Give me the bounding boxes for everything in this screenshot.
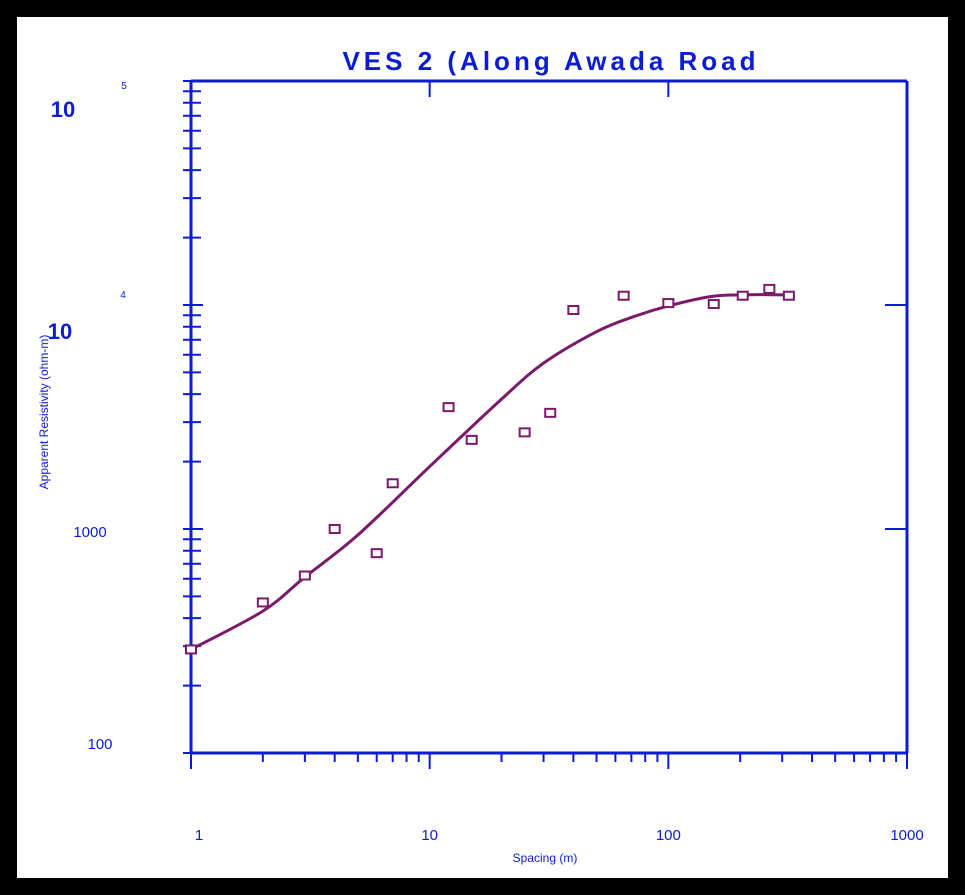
y-tick-label: 1000 xyxy=(73,524,106,541)
y-tick-label: 4 xyxy=(120,290,126,301)
data-point xyxy=(386,478,399,489)
data-point xyxy=(370,548,383,559)
data-point xyxy=(763,283,776,294)
data-point xyxy=(185,644,197,655)
data-point xyxy=(617,290,630,301)
y-tick-label: 10 xyxy=(48,319,72,344)
data-point xyxy=(707,299,720,310)
data-point xyxy=(567,304,580,315)
chart-title: VES 2 (Along Awada Road xyxy=(342,46,759,76)
x-tick-label: 1000 xyxy=(890,827,923,844)
model-curve xyxy=(190,293,790,651)
y-tick-label: 100 xyxy=(87,736,112,753)
x-axis-label: Spacing (m) xyxy=(513,851,578,865)
chart-panel xyxy=(14,14,951,881)
data-point xyxy=(544,407,557,418)
data-point xyxy=(518,427,531,438)
x-tick-label: 1 xyxy=(195,827,203,844)
data-point xyxy=(298,570,311,581)
y-tick-label: 5 xyxy=(121,81,127,92)
data-point xyxy=(782,290,795,301)
data-point xyxy=(662,298,675,309)
y-axis-label: Apparent Resistivity (ohm-m) xyxy=(37,335,51,490)
data-point xyxy=(736,290,749,301)
y-tick-label: 10 xyxy=(51,97,75,122)
data-point xyxy=(328,524,341,534)
data-point xyxy=(442,402,455,413)
x-tick-label: 10 xyxy=(421,827,438,844)
data-point xyxy=(465,434,478,445)
data-point xyxy=(256,597,269,608)
x-tick-label: 100 xyxy=(656,827,681,844)
